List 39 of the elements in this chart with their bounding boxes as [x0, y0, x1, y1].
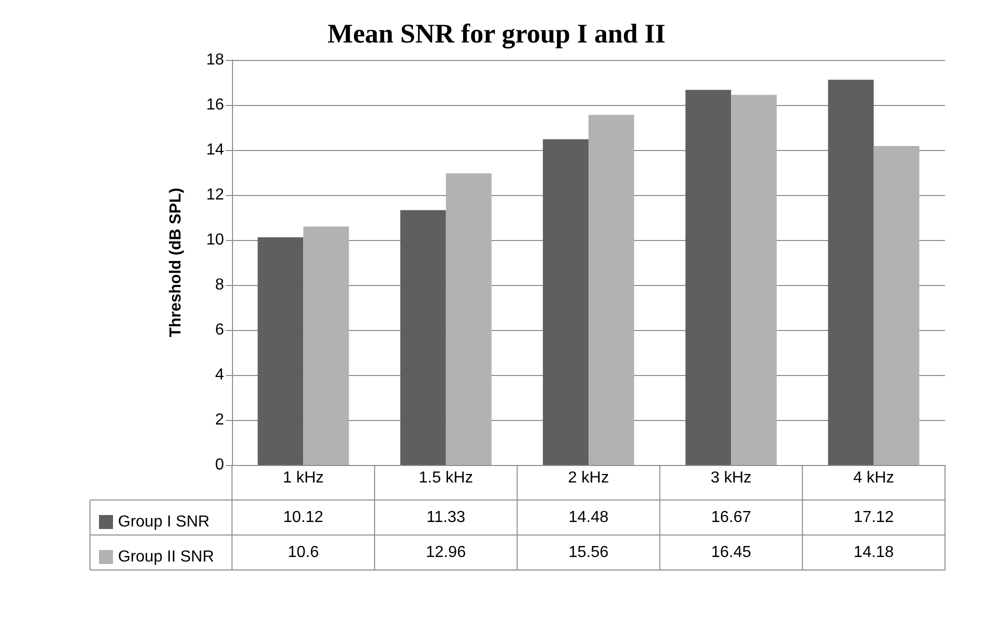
x-tick-label: 1.5 kHz: [418, 470, 474, 486]
data-label: 11.33: [426, 509, 466, 526]
y-axis-title: Threshold (dB SPL): [168, 188, 184, 338]
legend-label: Group II SNR: [118, 548, 214, 566]
data-label: 14.18: [854, 544, 894, 561]
data-label: 10.6: [288, 544, 319, 561]
y-tick-label: 2: [215, 412, 224, 428]
y-tick-label: 16: [206, 96, 224, 114]
bar: [731, 94, 777, 465]
data-label: 10.12: [283, 509, 324, 526]
bar: [588, 114, 634, 465]
x-tick-label: 1 kHz: [282, 470, 324, 486]
x-tick-label: 2 kHz: [568, 470, 609, 486]
y-tick-label: 0: [215, 456, 224, 474]
y-tick-label: 12: [206, 186, 224, 204]
bar: [828, 80, 874, 465]
bar: [542, 139, 588, 465]
bar: [258, 237, 304, 465]
data-label: 14.48: [568, 509, 609, 526]
bar: [874, 146, 920, 465]
bar: [303, 226, 349, 465]
legend-label: Group I SNR: [118, 514, 210, 530]
y-tick-label: 18: [206, 52, 224, 68]
y-tick-label: 4: [215, 366, 224, 384]
chart-title: Mean SNR for group I and II: [327, 18, 666, 48]
data-label: 16.45: [711, 544, 752, 561]
data-label: 16.67: [711, 509, 752, 526]
data-label: 15.56: [568, 544, 609, 561]
bar: [446, 173, 492, 465]
y-tick-label: 14: [206, 142, 224, 158]
y-tick-label: 6: [215, 322, 224, 338]
data-label: 17.12: [854, 509, 894, 526]
y-tick-label: 10: [206, 232, 224, 248]
data-label: 12.96: [426, 544, 466, 561]
bar: [400, 210, 446, 465]
x-tick-label: 4 kHz: [853, 470, 894, 486]
y-tick-label: 8: [215, 276, 224, 294]
x-tick-label: 3 kHz: [710, 470, 752, 486]
bar: [685, 90, 732, 465]
